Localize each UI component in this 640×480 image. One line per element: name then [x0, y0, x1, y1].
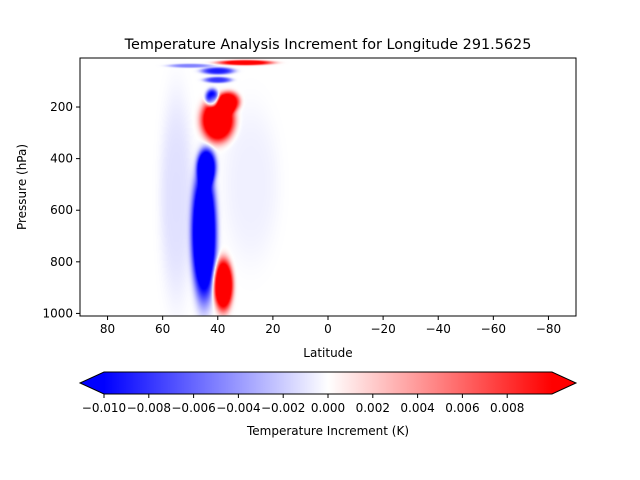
x-tick-label: 80: [100, 322, 115, 336]
x-axis-ticks: 80 60 40 20 0 −20 −40 −60 −80: [100, 316, 561, 336]
x-tick-label: −60: [481, 322, 506, 336]
y-tick-label: 600: [50, 203, 73, 217]
y-axis-ticks: 200 400 600 800 1000: [42, 100, 80, 320]
x-tick-label: 40: [210, 322, 225, 336]
colorbar-tick-label: −0.010: [82, 401, 126, 415]
colorbar-ticks: −0.010 −0.008 −0.006 −0.004 −0.002 0.000 0.002…: [82, 394, 524, 415]
x-tick-label: 0: [324, 322, 332, 336]
plot-area: [79, 57, 577, 317]
colorbar-gradient: [104, 372, 552, 394]
colorbar-tick-label: −0.006: [171, 401, 215, 415]
colorbar-tick-label: 0.006: [445, 401, 479, 415]
colorbar-tick-label: 0.004: [400, 401, 434, 415]
colorbar-tick-label: 0.000: [311, 401, 345, 415]
x-tick-label: 20: [265, 322, 280, 336]
y-tick-label: 200: [50, 100, 73, 114]
chart-title: Temperature Analysis Increment for Longi…: [124, 37, 532, 53]
y-tick-label: 400: [50, 152, 73, 166]
x-tick-label: 60: [155, 322, 170, 336]
colorbar-tick-label: −0.008: [127, 401, 171, 415]
colorbar-label: Temperature Increment (K): [246, 424, 409, 438]
y-tick-label: 800: [50, 255, 73, 269]
colorbar-tick-label: 0.002: [356, 401, 390, 415]
y-axis-label: Pressure (hPa): [15, 144, 29, 230]
colorbar-tick-label: −0.002: [261, 401, 305, 415]
x-tick-label: −40: [426, 322, 451, 336]
colorbar-tick-label: 0.008: [490, 401, 524, 415]
x-axis-label: Latitude: [303, 346, 352, 360]
colorbar-extend-high: [552, 372, 576, 394]
heatmap-image: [80, 58, 576, 316]
x-tick-label: −20: [370, 322, 395, 336]
colorbar-tick-label: −0.004: [216, 401, 260, 415]
y-tick-label: 1000: [42, 306, 73, 320]
colorbar: [78, 371, 578, 395]
x-tick-label: −80: [536, 322, 561, 336]
colorbar-extend-low: [80, 372, 104, 394]
